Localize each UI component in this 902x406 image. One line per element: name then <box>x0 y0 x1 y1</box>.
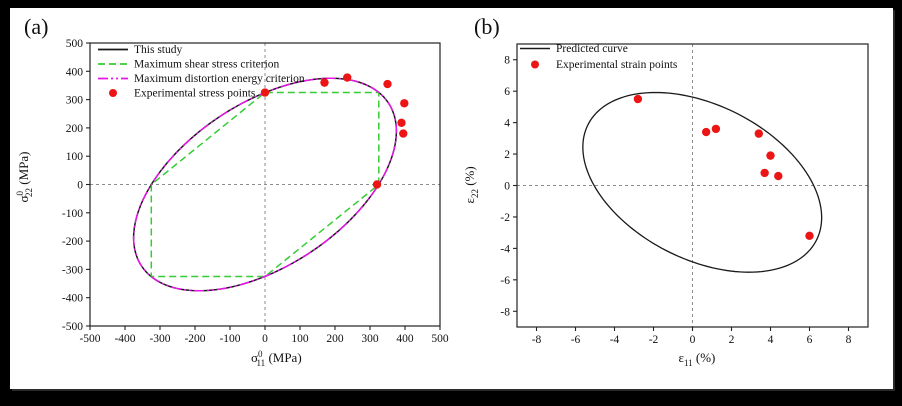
legend-label: This study <box>134 44 182 56</box>
y-tick-label: -300 <box>62 264 83 276</box>
legend-label: Experimental strain points <box>556 59 678 71</box>
legend-label: Experimental stress points <box>134 88 256 100</box>
data-point <box>766 151 775 160</box>
x-tick-label: -200 <box>184 333 205 345</box>
legend-label: Maximum distortion energy criterion <box>134 73 305 85</box>
x-tick-label: -300 <box>149 333 170 345</box>
x-tick-label: -4 <box>610 334 620 346</box>
x-tick-label: 200 <box>326 333 344 345</box>
series-curve <box>582 91 823 273</box>
y-tick-label: 4 <box>504 118 510 130</box>
y-tick-label: -400 <box>62 293 83 305</box>
x-tick-label: -400 <box>114 333 135 345</box>
x-tick-label: 2 <box>729 334 735 346</box>
data-point <box>260 88 270 97</box>
y-tick-label: 0 <box>504 181 510 193</box>
data-point <box>805 231 814 241</box>
chart-b-strain-plot: -8 -6 -4 -2 0 2 4 6 8 -8 -6 -4 -2 0 2 4 6 8 ε11 (%) ε22 (%)… <box>462 43 869 368</box>
x-tick-label: 300 <box>361 333 379 345</box>
x-tick-label: 4 <box>768 334 774 346</box>
y-tick-label: -100 <box>62 208 83 220</box>
data-point <box>320 78 329 87</box>
data-point <box>774 171 783 181</box>
x-tick-label: -2 <box>649 334 659 346</box>
data-point <box>343 73 352 82</box>
y-tick-label: 200 <box>66 123 84 135</box>
data-point <box>400 99 409 108</box>
y-tick-label: 500 <box>66 38 84 50</box>
y-tick-label: -4 <box>500 243 510 255</box>
panel-a-label: (a) <box>24 14 49 39</box>
x-axis-label: ε11 (%) <box>679 350 716 368</box>
y-tick-label: -500 <box>62 321 83 333</box>
x-tick-label: -100 <box>219 333 240 345</box>
data-point <box>701 127 711 137</box>
x-tick-label: 100 <box>291 333 309 345</box>
legend-marker <box>531 60 539 69</box>
figure-canvas: (a) (b) -500 -400 -300 -200 -100 0 100 200 300 40… <box>10 8 893 389</box>
y-tick-label: 2 <box>504 149 510 161</box>
x-tick-label: 400 <box>396 333 414 345</box>
y-tick-label: -8 <box>500 306 510 318</box>
y-tick-label: 6 <box>504 86 510 98</box>
data-point <box>372 180 382 189</box>
data-point <box>383 79 392 89</box>
x-tick-label: 8 <box>846 334 852 346</box>
x-tick-label: 6 <box>807 334 813 346</box>
y-tick-label: -6 <box>500 275 510 287</box>
y-tick-label: -2 <box>500 212 510 224</box>
x-tick-label: 0 <box>262 333 268 345</box>
data-point <box>760 168 769 178</box>
legend-label: Predicted curve <box>556 43 628 55</box>
legend-label: Maximum shear stress criterion <box>134 59 280 71</box>
data-point <box>754 129 763 138</box>
y-tick-label: 100 <box>66 151 84 163</box>
legend-marker <box>109 89 117 97</box>
x-tick-label: -500 <box>79 333 100 345</box>
x-tick-label: -8 <box>532 334 542 346</box>
y-tick-label: 8 <box>504 55 510 67</box>
data-point <box>397 118 406 128</box>
data-point <box>711 124 721 134</box>
y-tick-label: 0 <box>77 180 83 192</box>
x-tick-label: -6 <box>571 334 581 346</box>
x-axis-label: σ0 11 (MPa) <box>251 349 302 368</box>
y-axis-label: σ022 (MPa) <box>15 152 34 203</box>
data-point <box>633 94 643 104</box>
y-tick-label: 300 <box>66 95 84 107</box>
panel-b-label: (b) <box>474 14 500 39</box>
y-tick-label: -200 <box>62 236 83 248</box>
x-tick-label: 0 <box>690 334 696 346</box>
chart-a-yield-stress-plot: -500 -400 -300 -200 -100 0 100 200 300 400 500 -500… <box>15 38 449 368</box>
y-axis-label: ε22 (%) <box>462 166 480 203</box>
x-tick-label: 500 <box>431 333 449 345</box>
data-point <box>399 129 408 138</box>
y-tick-label: 400 <box>66 66 84 78</box>
